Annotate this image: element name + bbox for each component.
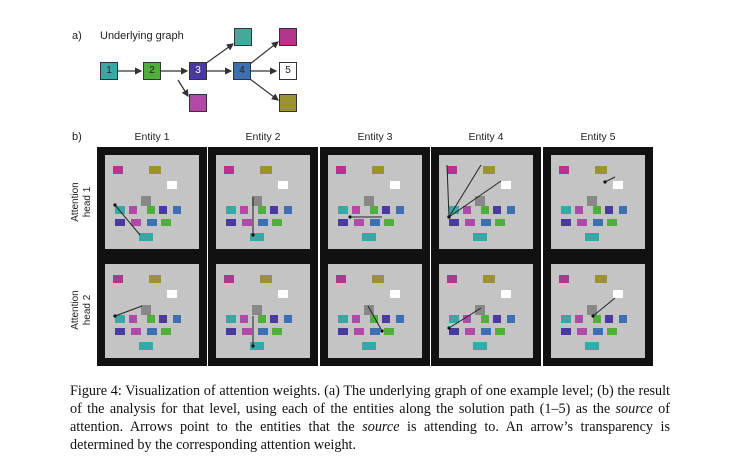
head-1-label: Attention head 1: [70, 182, 93, 222]
graph-node-2: 2: [143, 62, 161, 80]
graph-node-pink-top: [279, 28, 297, 46]
part-a-title: Underlying graph: [100, 30, 184, 42]
caption-source-2: source: [362, 419, 400, 435]
attention-panel-head2-entity2: [208, 256, 318, 366]
attention-panel-head2-entity3: [320, 256, 430, 366]
attention-panel-head2-entity4: [431, 256, 541, 366]
entity-3-header: Entity 3: [357, 131, 393, 143]
attention-panel-head2-entity1: [97, 256, 207, 366]
entity-5-header: Entity 5: [580, 131, 616, 143]
caption-part-3: is attending to. An arrow’s transparency…: [70, 419, 670, 453]
attention-panel-head1-entity1: [97, 147, 207, 257]
entity-4-header: Entity 4: [468, 131, 504, 143]
entity-1-header: Entity 1: [134, 131, 170, 143]
graph-node-teal: [234, 28, 252, 46]
graph-node-4: 4: [233, 62, 251, 80]
entity-2-header: Entity 2: [245, 131, 281, 143]
caption-part-2: of attention. Arrows point to the entiti…: [70, 401, 670, 435]
attention-panel-head2-entity5: [543, 256, 653, 366]
attention-panel-head1-entity3: [320, 147, 430, 257]
attention-panel-head1-entity2: [208, 147, 318, 257]
graph-node-1: 1: [100, 62, 118, 80]
graph-node-pink-bottom: [189, 94, 207, 112]
caption-source-1: source: [615, 401, 653, 417]
attention-panel-head1-entity4: [431, 147, 541, 257]
graph-node-3: 3: [189, 62, 207, 80]
attention-panel-head1-entity5: [543, 147, 653, 257]
caption-part-1: Figure 4: Visualization of attention wei…: [70, 383, 670, 417]
figure-caption: Figure 4: Visualization of attention wei…: [70, 382, 670, 454]
head-2-label: Attention head 2: [70, 290, 93, 330]
graph-edges: [118, 41, 279, 101]
graph-node-olive: [279, 94, 297, 112]
part-b-label: b): [72, 131, 82, 143]
part-a-label: a): [72, 30, 82, 42]
graph-node-5: 5: [279, 62, 297, 80]
